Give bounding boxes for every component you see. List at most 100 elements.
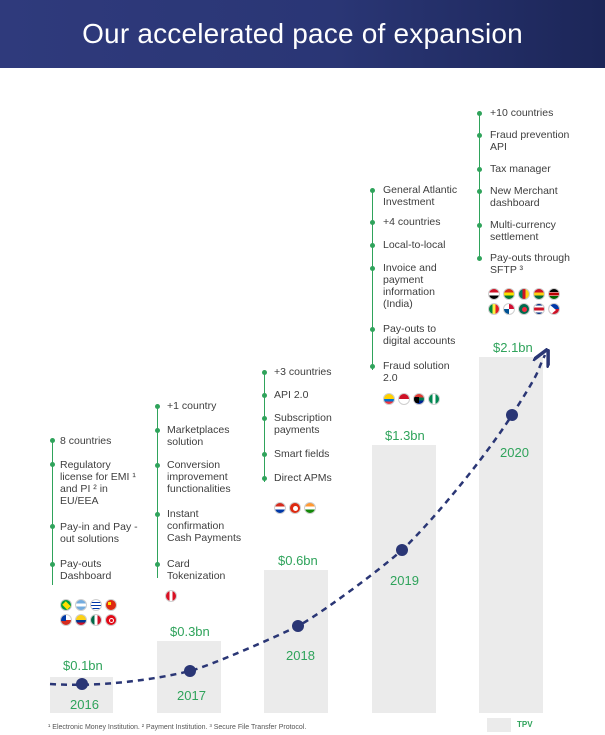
- point-2018: [292, 620, 304, 632]
- year-label-2019: 2019: [390, 573, 419, 588]
- timeline-dot: [370, 266, 375, 271]
- timeline-dot: [262, 452, 267, 457]
- milestone-2019-1: General Atlantic Investment: [383, 184, 458, 208]
- header-banner: Our accelerated pace of expansion: [0, 0, 605, 68]
- footnote: ¹ Electronic Money Institution. ² Paymen…: [48, 724, 307, 731]
- flags-2017: [165, 590, 185, 602]
- year-label-2018: 2018: [286, 648, 315, 663]
- ghana-flag-icon: [533, 288, 545, 300]
- bolivia-flag-icon: [503, 288, 515, 300]
- timeline-dot: [50, 524, 55, 529]
- value-label-2020: $2.1bn: [493, 340, 533, 355]
- china-flag-icon: [105, 599, 117, 611]
- trend-line: [49, 355, 545, 687]
- timeline-dot: [477, 189, 482, 194]
- milestone-2019-3: Local-to-local: [383, 239, 446, 251]
- milestone-2018-1: +3 countries: [274, 366, 332, 378]
- milestone-2019-6: Fraud solution 2.0: [383, 360, 450, 384]
- value-label-2018: $0.6bn: [278, 553, 318, 568]
- timeline-dot: [477, 167, 482, 172]
- milestone-2020-2: Fraud prevention API: [490, 129, 570, 153]
- year-label-2020: 2020: [500, 445, 529, 460]
- timeline-line-2019: [372, 190, 373, 370]
- milestone-2017-3: Conversion improvement functionalities: [167, 459, 231, 495]
- cameroon-flag-icon: [518, 288, 530, 300]
- timeline-dot: [370, 364, 375, 369]
- legend-label: TPV: [517, 720, 533, 729]
- year-label-2017: 2017: [177, 688, 206, 703]
- value-label-2016: $0.1bn: [63, 658, 103, 673]
- peru-flag-icon: [165, 590, 177, 602]
- milestone-2020-1: +10 countries: [490, 107, 554, 119]
- kenya-flag-icon: [548, 288, 560, 300]
- costa-rica-flag-icon: [533, 303, 545, 315]
- timeline-dot: [477, 256, 482, 261]
- egypt-flag-icon: [488, 288, 500, 300]
- timeline-dot: [155, 404, 160, 409]
- milestone-2020-6: Pay-outs through SFTP ³: [490, 252, 570, 276]
- timeline-dot: [262, 370, 267, 375]
- hong-kong-flag-icon: [289, 502, 301, 514]
- ecuador-flag-icon: [383, 393, 395, 405]
- paraguay-flag-icon: [274, 502, 286, 514]
- milestone-2016-3: Pay-in and Pay - out solutions: [60, 521, 138, 545]
- milestone-2017-4: Instant confirmation Cash Payments: [167, 508, 242, 544]
- bangladesh-flag-icon: [518, 303, 530, 315]
- bar-2019: [372, 445, 436, 713]
- milestone-2019-2: +4 countries: [383, 216, 441, 228]
- timeline-dot: [370, 220, 375, 225]
- milestone-2017-5: Card Tokenization: [167, 558, 226, 582]
- flags-2020: [488, 288, 566, 315]
- panama-flag-icon: [503, 303, 515, 315]
- milestone-2018-5: Direct APMs: [274, 472, 332, 484]
- senegal-flag-icon: [488, 303, 500, 315]
- south-africa-flag-icon: [413, 393, 425, 405]
- philippines-flag-icon: [548, 303, 560, 315]
- milestone-2019-4: Invoice and payment information (India): [383, 262, 437, 310]
- brazil-flag-icon: [60, 599, 72, 611]
- bar-2018: [264, 570, 328, 713]
- colombia-flag-icon: [75, 614, 87, 626]
- milestone-2018-3: Subscription payments: [274, 412, 332, 436]
- milestone-2019-5: Pay-outs to digital accounts: [383, 323, 456, 347]
- mexico-flag-icon: [90, 614, 102, 626]
- milestone-2016-4: Pay-outs Dashboard: [60, 558, 112, 582]
- timeline-dot: [50, 462, 55, 467]
- point-2020: [506, 409, 518, 421]
- timeline-dot: [155, 512, 160, 517]
- value-label-2019: $1.3bn: [385, 428, 425, 443]
- timeline-dot: [477, 111, 482, 116]
- timeline-dot: [262, 476, 267, 481]
- milestone-2018-2: API 2.0: [274, 389, 309, 401]
- uruguay-flag-icon: [90, 599, 102, 611]
- flags-2019: [383, 393, 455, 405]
- timeline-dot: [262, 416, 267, 421]
- timeline-dot: [370, 243, 375, 248]
- timeline-dot: [155, 562, 160, 567]
- nigeria-flag-icon: [428, 393, 440, 405]
- milestone-2016-2: Regulatory license for EMI ¹ and PI ² in…: [60, 459, 136, 507]
- timeline-dot: [50, 438, 55, 443]
- timeline-dot: [155, 428, 160, 433]
- year-label-2016: 2016: [70, 697, 99, 712]
- milestone-2017-2: Marketplaces solution: [167, 424, 230, 448]
- milestone-2016-1: 8 countries: [60, 435, 112, 447]
- milestone-2020-3: Tax manager: [490, 163, 551, 175]
- timeline-dot: [477, 133, 482, 138]
- milestone-2017-1: +1 country: [167, 400, 217, 412]
- india-flag-icon: [304, 502, 316, 514]
- milestone-2018-4: Smart fields: [274, 448, 330, 460]
- point-2016: [76, 678, 88, 690]
- page-title: Our accelerated pace of expansion: [82, 18, 523, 49]
- milestone-2020-5: Multi-currency settlement: [490, 219, 556, 243]
- bar-2017: [157, 641, 221, 713]
- timeline-line-2020: [479, 113, 480, 258]
- timeline-dot: [262, 393, 267, 398]
- chile-flag-icon: [60, 614, 72, 626]
- timeline-dot: [370, 188, 375, 193]
- timeline-line-2018: [264, 372, 265, 482]
- turkey-flag-icon: [105, 614, 117, 626]
- legend-swatch: [487, 718, 511, 732]
- milestone-2020-4: New Merchant dashboard: [490, 185, 558, 209]
